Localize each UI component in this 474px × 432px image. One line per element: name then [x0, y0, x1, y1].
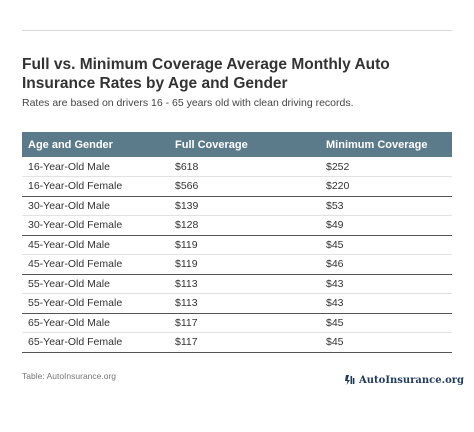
autoinsurance-logo-icon	[345, 375, 355, 385]
full-coverage-cell: $618	[169, 157, 320, 177]
full-coverage-cell: $139	[169, 196, 320, 216]
minimum-coverage-cell: $43	[320, 293, 452, 314]
table-row: 65-Year-Old Female $117 $45	[22, 332, 452, 353]
table-row: 30-Year-Old Female $128 $49	[22, 215, 452, 236]
table-row: 16-Year-Old Male $618 $252	[22, 157, 452, 177]
brand-logo: AutoInsurance.org	[343, 374, 464, 386]
table-row: 30-Year-Old Male $139 $53	[22, 196, 452, 216]
full-coverage-cell: $566	[169, 176, 320, 197]
minimum-coverage-cell: $46	[320, 254, 452, 275]
minimum-coverage-cell: $53	[320, 196, 452, 216]
age-gender-cell: 30-Year-Old Female	[22, 215, 169, 236]
age-gender-cell: 16-Year-Old Female	[22, 176, 169, 197]
page-title: Full vs. Minimum Coverage Average Monthl…	[22, 56, 390, 92]
full-coverage-cell: $113	[169, 274, 320, 294]
table-row: 55-Year-Old Male $113 $43	[22, 274, 452, 294]
table-row: 45-Year-Old Male $119 $45	[22, 235, 452, 255]
age-gender-cell: 65-Year-Old Female	[22, 332, 169, 353]
age-gender-cell: 30-Year-Old Male	[22, 196, 169, 216]
full-coverage-cell: $117	[169, 332, 320, 353]
table-row: 16-Year-Old Female $566 $220	[22, 176, 452, 197]
top-divider	[22, 30, 452, 31]
table-source: Table: AutoInsurance.org	[22, 371, 117, 381]
minimum-coverage-cell: $45	[320, 332, 452, 353]
column-header-minimum-coverage: Minimum Coverage	[320, 132, 452, 157]
brand-name: AutoInsurance.org	[359, 374, 465, 386]
age-gender-cell: 65-Year-Old Male	[22, 313, 169, 333]
full-coverage-cell: $113	[169, 293, 320, 314]
column-header-age-gender: Age and Gender	[22, 132, 169, 157]
age-gender-cell: 55-Year-Old Male	[22, 274, 169, 294]
table-row: 45-Year-Old Female $119 $46	[22, 254, 452, 275]
full-coverage-cell: $128	[169, 215, 320, 236]
minimum-coverage-cell: $49	[320, 215, 452, 236]
full-coverage-cell: $119	[169, 254, 320, 275]
page-subtitle: Rates are based on drivers 16 - 65 years…	[22, 97, 354, 109]
age-gender-cell: 45-Year-Old Female	[22, 254, 169, 275]
table-row: 65-Year-Old Male $117 $45	[22, 313, 452, 333]
minimum-coverage-cell: $252	[320, 157, 452, 177]
age-gender-cell: 16-Year-Old Male	[22, 157, 169, 177]
minimum-coverage-cell: $43	[320, 274, 452, 294]
minimum-coverage-cell: $45	[320, 235, 452, 255]
age-gender-cell: 45-Year-Old Male	[22, 235, 169, 255]
full-coverage-cell: $117	[169, 313, 320, 333]
full-coverage-cell: $119	[169, 235, 320, 255]
rates-table: Age and Gender Full Coverage Minimum Cov…	[22, 132, 452, 353]
age-gender-cell: 55-Year-Old Female	[22, 293, 169, 314]
table-row: 55-Year-Old Female $113 $43	[22, 293, 452, 314]
table-header-row: Age and Gender Full Coverage Minimum Cov…	[22, 132, 452, 157]
minimum-coverage-cell: $220	[320, 176, 452, 197]
minimum-coverage-cell: $45	[320, 313, 452, 333]
column-header-full-coverage: Full Coverage	[169, 132, 320, 157]
